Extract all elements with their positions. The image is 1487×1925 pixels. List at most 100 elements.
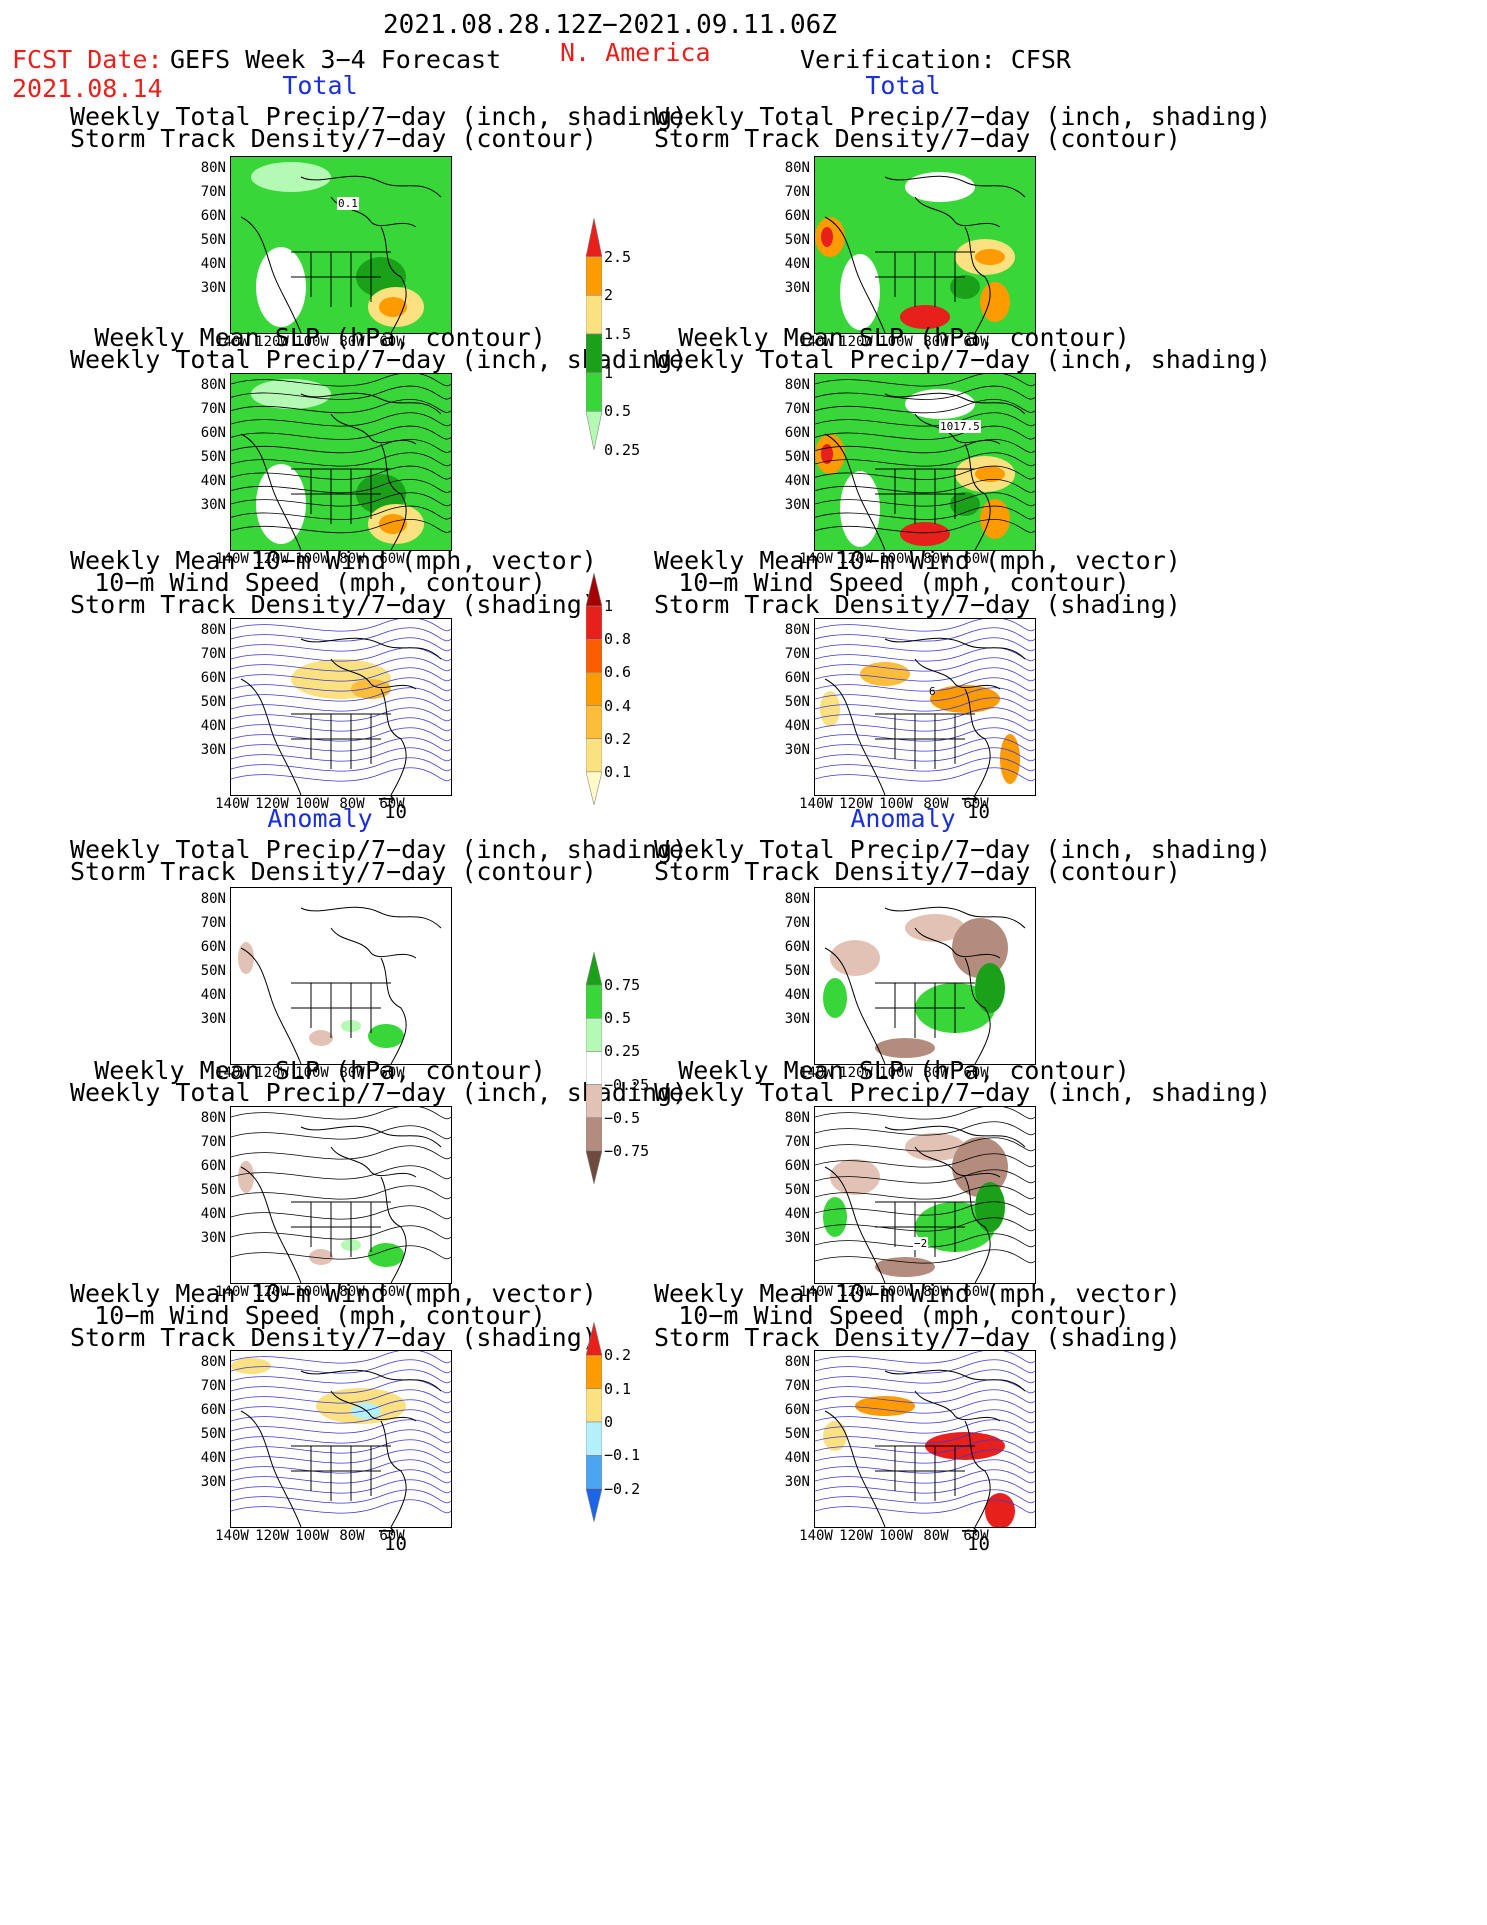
lat-tick-label: 30N xyxy=(200,1230,226,1246)
vector-reference: ⟶ xyxy=(380,1518,394,1543)
colorbar-swatch xyxy=(585,984,603,1019)
lat-tick-label: 70N xyxy=(200,646,226,662)
shading-area xyxy=(379,514,407,534)
panel-title: Weekly Mean 10−m Wind (mph, vector) xyxy=(70,1279,597,1308)
colorbar-label: 2 xyxy=(604,286,614,305)
lat-tick-label: 30N xyxy=(784,1474,810,1490)
colorbar-storm-total: 1 0.8 0.6 0.4 0.2 0.1 xyxy=(585,572,631,809)
contour-label: 1017.5 xyxy=(939,420,981,433)
lon-tick-label: 140W xyxy=(799,551,833,567)
lat-tick-label: 70N xyxy=(784,401,810,417)
lat-tick-label: 50N xyxy=(784,1426,810,1442)
colorbar-label: −0.5 xyxy=(604,1108,641,1127)
shading-area xyxy=(980,282,1010,322)
shading-area xyxy=(860,662,910,686)
lat-tick-label: 30N xyxy=(784,742,810,758)
lat-tick-label: 80N xyxy=(784,160,810,176)
map-fc-anom-wind-storm xyxy=(230,1350,452,1528)
panel-title: Weekly Mean SLP (hPa, contour) xyxy=(678,1056,1130,1085)
lat-tick-label: 40N xyxy=(784,256,810,272)
lon-tick-label: 80W xyxy=(923,1284,949,1300)
lon-tick-label: 60W xyxy=(379,1528,405,1544)
lon-tick-label: 80W xyxy=(339,796,365,812)
lon-tick-label: 100W xyxy=(295,551,329,567)
panel-title: Storm Track Density/7−day (contour) xyxy=(654,857,1181,886)
lon-tick-label: 120W xyxy=(839,796,873,812)
lat-tick-label: 40N xyxy=(200,987,226,1003)
shading-area xyxy=(905,1133,965,1161)
colorbar-swatch xyxy=(585,951,603,986)
shading-area xyxy=(256,247,306,327)
colorbar-label: 0.1 xyxy=(604,762,632,781)
panel-title: Weekly Mean 10−m Wind (mph, vector) xyxy=(654,1279,1181,1308)
panel-title: 10−m Wind Speed (mph, contour) xyxy=(678,1301,1130,1330)
lon-tick-label: 80W xyxy=(923,334,949,350)
shading-area xyxy=(823,1421,847,1451)
colorbar-swatch xyxy=(585,1355,603,1389)
panel-title: Weekly Mean SLP (hPa, contour) xyxy=(94,1056,546,1085)
lat-tick-label: 50N xyxy=(784,1182,810,1198)
lat-tick-label: 40N xyxy=(200,718,226,734)
shading-area xyxy=(840,254,880,330)
vector-reference-value: 10 xyxy=(384,1533,407,1555)
lon-tick-label: 80W xyxy=(339,1284,365,1300)
panel-title: Storm Track Density/7−day (shading) xyxy=(70,590,597,619)
lat-tick-label: 80N xyxy=(200,377,226,393)
lon-tick-label: 120W xyxy=(255,796,289,812)
panel-title: Storm Track Density/7−day (contour) xyxy=(654,124,1181,153)
coastline xyxy=(824,1125,1026,1283)
lat-tick-label: 30N xyxy=(200,1011,226,1027)
lon-tick-label: 120W xyxy=(839,1284,873,1300)
lat-tick-label: 50N xyxy=(200,449,226,465)
lon-tick-label: 100W xyxy=(295,1528,329,1544)
lon-tick-label: 60W xyxy=(379,1065,405,1081)
coastline xyxy=(824,392,1026,550)
shading-area xyxy=(975,1182,1005,1232)
section-total-left: Total xyxy=(282,71,358,100)
coastline xyxy=(240,1125,442,1283)
lon-tick-label: 60W xyxy=(963,1284,989,1300)
shading-area xyxy=(309,1249,333,1265)
colorbar-swatch xyxy=(585,1017,603,1052)
shading-area xyxy=(980,499,1010,539)
lon-tick-label: 120W xyxy=(255,1528,289,1544)
lat-tick-label: 80N xyxy=(200,1354,226,1370)
panel-title: 10−m Wind Speed (mph, contour) xyxy=(678,568,1130,597)
lon-tick-label: 140W xyxy=(799,1065,833,1081)
colorbar-label: 0.5 xyxy=(604,1009,632,1028)
colorbar-swatch xyxy=(585,217,603,257)
coastline xyxy=(240,392,442,550)
lon-tick-label: 120W xyxy=(255,334,289,350)
shading-area xyxy=(985,1493,1015,1527)
lat-tick-label: 40N xyxy=(784,1206,810,1222)
colorbar-swatch xyxy=(585,605,603,640)
vector-reference-value: 10 xyxy=(967,801,990,823)
lat-tick-label: 60N xyxy=(784,425,810,441)
lat-tick-label: 50N xyxy=(200,232,226,248)
coastline xyxy=(824,906,1026,1064)
colorbar-swatch xyxy=(585,1455,603,1489)
shading-area xyxy=(952,1137,1008,1197)
lat-tick-label: 60N xyxy=(200,208,226,224)
colorbar-label: 1 xyxy=(604,363,614,382)
lat-tick-label: 50N xyxy=(200,1426,226,1442)
colorbar-label: 0.75 xyxy=(604,976,641,995)
lon-tick-label: 100W xyxy=(879,1528,913,1544)
lat-tick-label: 60N xyxy=(784,670,810,686)
shading-area xyxy=(952,918,1008,978)
lat-tick-label: 60N xyxy=(200,939,226,955)
lon-tick-label: 100W xyxy=(295,796,329,812)
lon-tick-label: 120W xyxy=(255,551,289,567)
lat-tick-label: 70N xyxy=(200,1378,226,1394)
shading-area xyxy=(368,1024,404,1048)
colorbar-swatch xyxy=(585,705,603,740)
lon-tick-label: 60W xyxy=(963,796,989,812)
colorbar-swatch xyxy=(585,295,603,335)
lat-tick-label: 60N xyxy=(200,425,226,441)
coastline xyxy=(824,175,1026,333)
lat-tick-label: 30N xyxy=(784,1011,810,1027)
lon-tick-label: 80W xyxy=(339,1065,365,1081)
panel-title: Weekly Total Precip/7−day (inch, shading… xyxy=(70,345,688,374)
colorbar-label: 0 xyxy=(604,1413,614,1431)
lon-tick-label: 80W xyxy=(923,796,949,812)
